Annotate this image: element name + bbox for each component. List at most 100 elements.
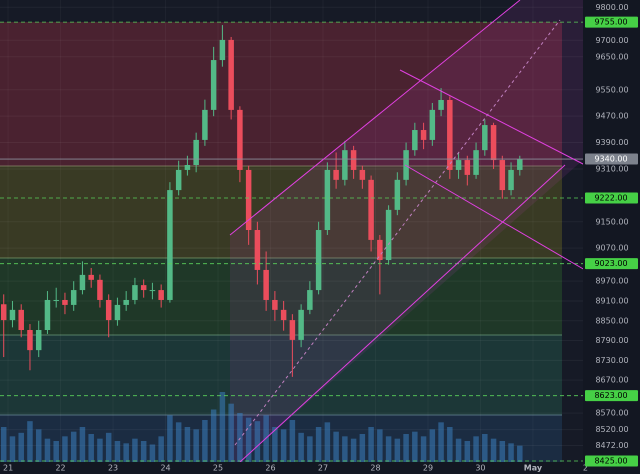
- candle-body: [517, 159, 523, 170]
- volume-bar: [377, 429, 383, 462]
- volume-bar: [237, 413, 243, 462]
- y-tick-label: 9070.00: [595, 244, 628, 253]
- volume-bar: [412, 431, 418, 462]
- volume-bar: [219, 392, 226, 462]
- candle-body: [140, 285, 147, 291]
- volume-bar: [420, 436, 427, 462]
- candle-body: [298, 309, 304, 340]
- level-label: 9023.00: [594, 259, 627, 268]
- candle-body: [97, 279, 103, 300]
- volume-bar: [105, 432, 112, 462]
- volume-bar: [385, 436, 392, 462]
- level-label-box: [585, 16, 638, 28]
- candle-body: [254, 230, 261, 270]
- candle-body: [482, 125, 488, 151]
- x-tick-label: 2: [583, 464, 588, 473]
- volume-bar: [62, 436, 68, 462]
- candle-body: [473, 150, 479, 175]
- y-tick-label: 9390.00: [595, 138, 628, 147]
- y-tick-label: 8970.00: [595, 277, 628, 286]
- y-tick-label: 8520.00: [595, 425, 628, 434]
- volume-bar: [114, 441, 121, 462]
- volume-bar: [97, 438, 103, 462]
- y-tick-label: 8850.00: [595, 316, 628, 325]
- volume-bar: [140, 441, 147, 462]
- volume-bar: [193, 429, 199, 462]
- volume-bar: [79, 427, 86, 462]
- volume-bar: [350, 438, 357, 462]
- volume-bar: [429, 429, 436, 462]
- candle-body: [385, 209, 392, 261]
- channel-line: [404, 164, 586, 271]
- candle-body: [53, 299, 59, 301]
- zone: [0, 22, 562, 166]
- candle-body: [324, 169, 331, 231]
- volume-bar: [342, 436, 348, 462]
- zones: [0, 0, 583, 462]
- candle-body: [289, 320, 296, 340]
- volume-bar: [438, 422, 444, 462]
- candle-body: [158, 290, 164, 300]
- candle-body: [70, 290, 77, 305]
- candle-body: [263, 269, 269, 300]
- zone: [0, 166, 562, 258]
- candle-body: [315, 230, 322, 291]
- channel-fill: [230, 0, 583, 462]
- x-tick-label: 30: [475, 464, 485, 473]
- y-tick-label: 9310.00: [595, 164, 628, 173]
- volume-bar: [184, 427, 191, 462]
- level-label: 9755.00: [594, 18, 627, 27]
- volume-bar: [368, 427, 374, 462]
- volume-bar: [210, 409, 217, 462]
- channel-midline: [234, 19, 561, 446]
- x-tick-label: May: [524, 464, 543, 473]
- drawings: [229, 0, 586, 463]
- volume-bar: [517, 445, 523, 462]
- candle-body: [412, 130, 418, 151]
- candle-body: [464, 160, 471, 175]
- candle-body: [333, 169, 339, 180]
- candle-body: [44, 299, 51, 330]
- volume-bar: [280, 429, 287, 462]
- x-tick-label: 26: [265, 464, 275, 473]
- volume-bar: [499, 441, 506, 462]
- candle-body: [0, 304, 7, 321]
- candle-body: [403, 150, 409, 180]
- volume-bar: [175, 422, 182, 462]
- y-tick-label: 9650.00: [595, 52, 628, 61]
- candle-body: [438, 99, 444, 110]
- y-tick-label: 8790.00: [595, 336, 628, 345]
- candle-body: [105, 299, 112, 321]
- time-axis: [0, 462, 583, 474]
- y-tick-label: 9700.00: [595, 36, 628, 45]
- candle-body: [237, 109, 243, 170]
- volume-bar: [455, 438, 462, 462]
- candle-body: [62, 299, 68, 305]
- candle-body: [508, 169, 514, 191]
- volume-bar: [0, 427, 7, 462]
- volume-bar: [167, 415, 173, 462]
- y-tick-label: 9150.00: [595, 217, 628, 226]
- x-tick-label: 28: [370, 464, 380, 473]
- volume-bar: [333, 431, 339, 462]
- volume-bar: [158, 436, 164, 462]
- volume-bar: [228, 403, 234, 462]
- y-tick-label: 8570.00: [595, 409, 628, 418]
- x-tick-label: 23: [108, 464, 118, 473]
- candle-body: [359, 169, 366, 180]
- candle-body: [114, 304, 121, 321]
- candle-body: [420, 130, 427, 140]
- level-label: 8623.00: [594, 391, 627, 400]
- volume-bar: [272, 427, 278, 462]
- volume-bar: [254, 421, 261, 462]
- candle-body: [79, 274, 86, 291]
- candle-body: [219, 39, 226, 61]
- candle-body: [280, 309, 287, 321]
- candle-body: [447, 99, 453, 170]
- x-tick-label: 29: [423, 464, 433, 473]
- zone: [0, 335, 562, 415]
- volume-bar: [289, 420, 296, 462]
- level-label-box: [585, 192, 638, 204]
- marks: [0, 21, 583, 462]
